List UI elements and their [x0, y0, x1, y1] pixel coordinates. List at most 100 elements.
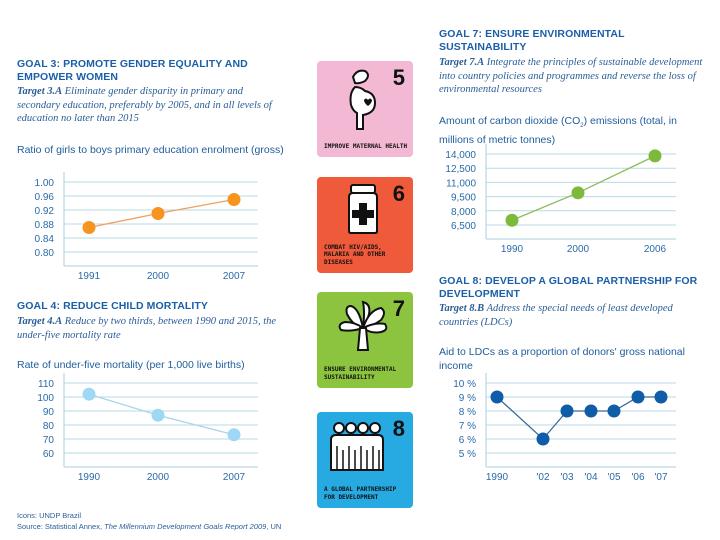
x-tick-label: 2000	[147, 472, 170, 483]
goal7-metric-post: ) emissions (total, in millions of metri…	[439, 115, 677, 147]
goal6-label: Combat HIV/AIDS, malaria and other disea…	[324, 243, 386, 266]
x-tick-label: 2000	[147, 271, 170, 280]
goal3-target-label: Target 3.A	[17, 86, 63, 97]
data-point	[490, 390, 504, 404]
y-tick-label: 80	[43, 421, 55, 432]
data-point	[560, 404, 574, 418]
goal8-target-label: Target 8.B	[439, 303, 485, 314]
data-point	[227, 428, 241, 442]
y-tick-label: 0.88	[35, 220, 55, 231]
y-tick-label: 5 %	[459, 449, 476, 460]
people-group-icon	[330, 422, 384, 471]
source-post: , UN	[266, 522, 282, 531]
goal7-tile: 7 Ensure environmental sustainability	[317, 292, 413, 388]
tree-icon	[338, 300, 388, 351]
x-tick-label: 2007	[223, 472, 246, 483]
medicine-jar-icon	[348, 184, 378, 234]
goal3-target-text: Eliminate gender disparity in primary an…	[17, 86, 272, 124]
x-tick-label: 1990	[486, 472, 509, 483]
goal4-metric: Rate of under-five mortality (per 1,000 …	[17, 359, 245, 371]
data-point	[584, 404, 598, 418]
x-tick-label: 2007	[223, 271, 246, 280]
goal7-label: Ensure environmental sustainability	[324, 366, 397, 381]
source-note: Source: Statistical Annex, The Millenniu…	[17, 521, 281, 532]
x-tick-label: '05	[607, 472, 620, 483]
y-tick-label: 60	[43, 449, 55, 460]
goal8-number: 8	[392, 416, 405, 441]
x-tick-label: '03	[560, 472, 573, 483]
x-tick-label: 1990	[501, 244, 524, 255]
goal6-tile: 6 Combat HIV/AIDS, malaria and other dis…	[317, 177, 413, 273]
y-tick-label: 0.96	[35, 192, 55, 203]
x-tick-label: '04	[584, 472, 597, 483]
y-tick-label: 10 %	[453, 379, 476, 390]
data-point	[151, 207, 165, 220]
goal5-number: 5	[392, 65, 405, 90]
y-tick-label: 9,500	[451, 193, 476, 204]
x-tick-label: '02	[536, 472, 549, 483]
goal5-label: Improve maternal health	[324, 142, 408, 150]
y-tick-label: 11,000	[446, 178, 476, 189]
goal3-target: Target 3.A Eliminate gender disparity in…	[17, 85, 287, 126]
goal4-target-text: Reduce by two thirds, between 1990 and 2…	[17, 316, 277, 341]
data-point	[631, 390, 645, 404]
data-point	[505, 213, 519, 227]
x-tick-label: '06	[631, 472, 644, 483]
icons-credit: Icons: UNDP Brazil	[17, 511, 82, 520]
y-tick-label: 110	[38, 379, 54, 390]
goal7-title: GOAL 7: ENSURE ENVIRONMENTAL SUSTAINABIL…	[439, 28, 625, 53]
data-point	[82, 387, 96, 401]
goal3-metric: Ratio of girls to boys primary education…	[17, 144, 284, 156]
data-point	[654, 390, 668, 404]
goal8-label: A global partnership for development	[324, 486, 397, 501]
goal7-metric-pre: Amount of carbon dioxide (CO	[439, 115, 581, 127]
goal4-title: GOAL 4: REDUCE CHILD MORTALITY	[17, 300, 209, 312]
data-point	[82, 221, 96, 234]
goal7-metric: Amount of carbon dioxide (CO2) emissions…	[439, 114, 709, 147]
y-tick-label: 12,500	[445, 164, 476, 175]
y-tick-label: 6 %	[459, 435, 476, 446]
pregnant-woman-icon	[349, 69, 377, 130]
y-tick-label: 70	[43, 435, 55, 446]
x-tick-label: 1990	[78, 472, 101, 483]
goal7-target-text: Integrate the principles of sustainable …	[439, 57, 703, 95]
y-tick-label: 100	[37, 393, 54, 404]
goal8-chart: 10 % 9 % 8 % 7 % 6 % 5 % 1990 '02 '03 '04 '05 '06 '0…	[453, 373, 676, 483]
y-tick-label: 0.84	[35, 234, 55, 245]
goal7-target: Target 7.A Integrate the principles of s…	[439, 56, 719, 97]
data-point	[536, 432, 550, 446]
x-tick-label: 1991	[78, 271, 101, 280]
goal7-number: 7	[392, 296, 405, 321]
data-point	[648, 149, 662, 163]
goal4-chart: 110 100 90 80 70 60 1990 2000 2007	[37, 373, 258, 483]
y-tick-label: 14,000	[445, 150, 476, 161]
goal7-metric-sub: 2	[580, 123, 584, 130]
y-tick-label: 7 %	[459, 421, 476, 432]
y-tick-label: 8 %	[459, 407, 476, 418]
y-tick-label: 90	[43, 407, 55, 418]
y-tick-label: 1.00	[35, 178, 55, 189]
goal7-chart: 14,000 12,500 11,000 9,500 8,000 6,500 1990 200…	[445, 144, 676, 255]
x-tick-label: 2006	[644, 244, 667, 255]
data-point	[607, 404, 621, 418]
goal3-title: GOAL 3: PROMOTE GENDER EQUALITY AND EMPO…	[17, 58, 248, 83]
goal8-metric: Aid to LDCs as a proportion of donors' g…	[439, 346, 685, 372]
y-tick-label: 6,500	[451, 221, 476, 232]
y-tick-label: 0.80	[35, 248, 55, 259]
data-point	[571, 186, 585, 200]
goal7-target-label: Target 7.A	[439, 57, 485, 68]
source-title: The Millennium Development Goals Report …	[104, 522, 267, 531]
data-point	[151, 408, 165, 422]
y-tick-label: 8,000	[451, 207, 476, 218]
goal4-target-label: Target 4.A	[17, 316, 63, 327]
goal6-number: 6	[392, 181, 405, 206]
goal8-title: GOAL 8: DEVELOP A GLOBAL PARTNERSHIP FOR…	[439, 275, 698, 300]
source-pre: Source: Statistical Annex,	[17, 522, 105, 531]
x-tick-label: 2000	[567, 244, 590, 255]
goal3-chart: 1.00 0.96 0.92 0.88 0.84 0.80 1991 2000 2007	[35, 172, 258, 280]
goal8-tile: 8 A global partnership for development	[317, 412, 413, 508]
goal4-target: Target 4.A Reduce by two thirds, between…	[17, 315, 287, 342]
goal8-target: Target 8.B Address the special needs of …	[439, 302, 714, 329]
data-point	[227, 193, 241, 206]
goal5-tile: 5 Improve maternal health	[317, 61, 413, 157]
